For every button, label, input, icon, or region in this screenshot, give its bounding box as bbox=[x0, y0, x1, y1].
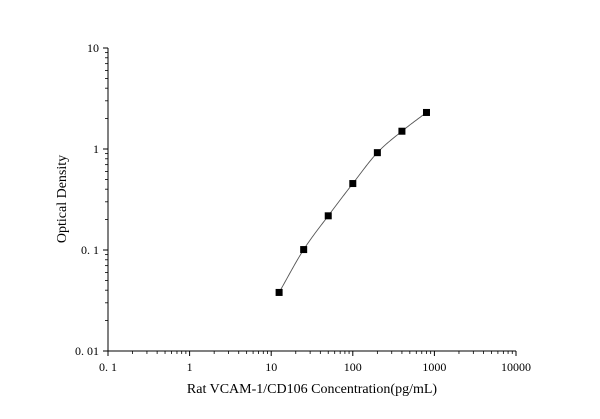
x-tick-label: 10000 bbox=[501, 360, 531, 374]
data-points bbox=[275, 108, 430, 296]
y-tick-label: 0. 1 bbox=[81, 243, 99, 257]
fit-curve-layer bbox=[278, 112, 427, 293]
x-tick-label: 10 bbox=[265, 360, 277, 374]
x-tick-label: 1 bbox=[187, 360, 193, 374]
y-tick-label: 10 bbox=[87, 41, 99, 55]
y-tick-label: 1 bbox=[93, 142, 99, 156]
data-point bbox=[324, 212, 332, 220]
y-tick-label: 0. 01 bbox=[75, 344, 99, 358]
x-tick-label: 1000 bbox=[422, 360, 446, 374]
x-tick-label: 0. 1 bbox=[99, 360, 117, 374]
x-tick-label: 100 bbox=[344, 360, 362, 374]
data-point bbox=[275, 288, 283, 296]
data-point bbox=[300, 246, 308, 254]
data-point bbox=[349, 180, 357, 188]
data-point bbox=[373, 149, 381, 157]
y-axis-title: Optical Density bbox=[55, 155, 70, 243]
x-axis-title: Rat VCAM-1/CD106 Concentration(pg/mL) bbox=[187, 382, 437, 397]
fit-curve bbox=[278, 112, 427, 293]
data-point bbox=[398, 127, 406, 135]
data-point bbox=[422, 108, 430, 116]
